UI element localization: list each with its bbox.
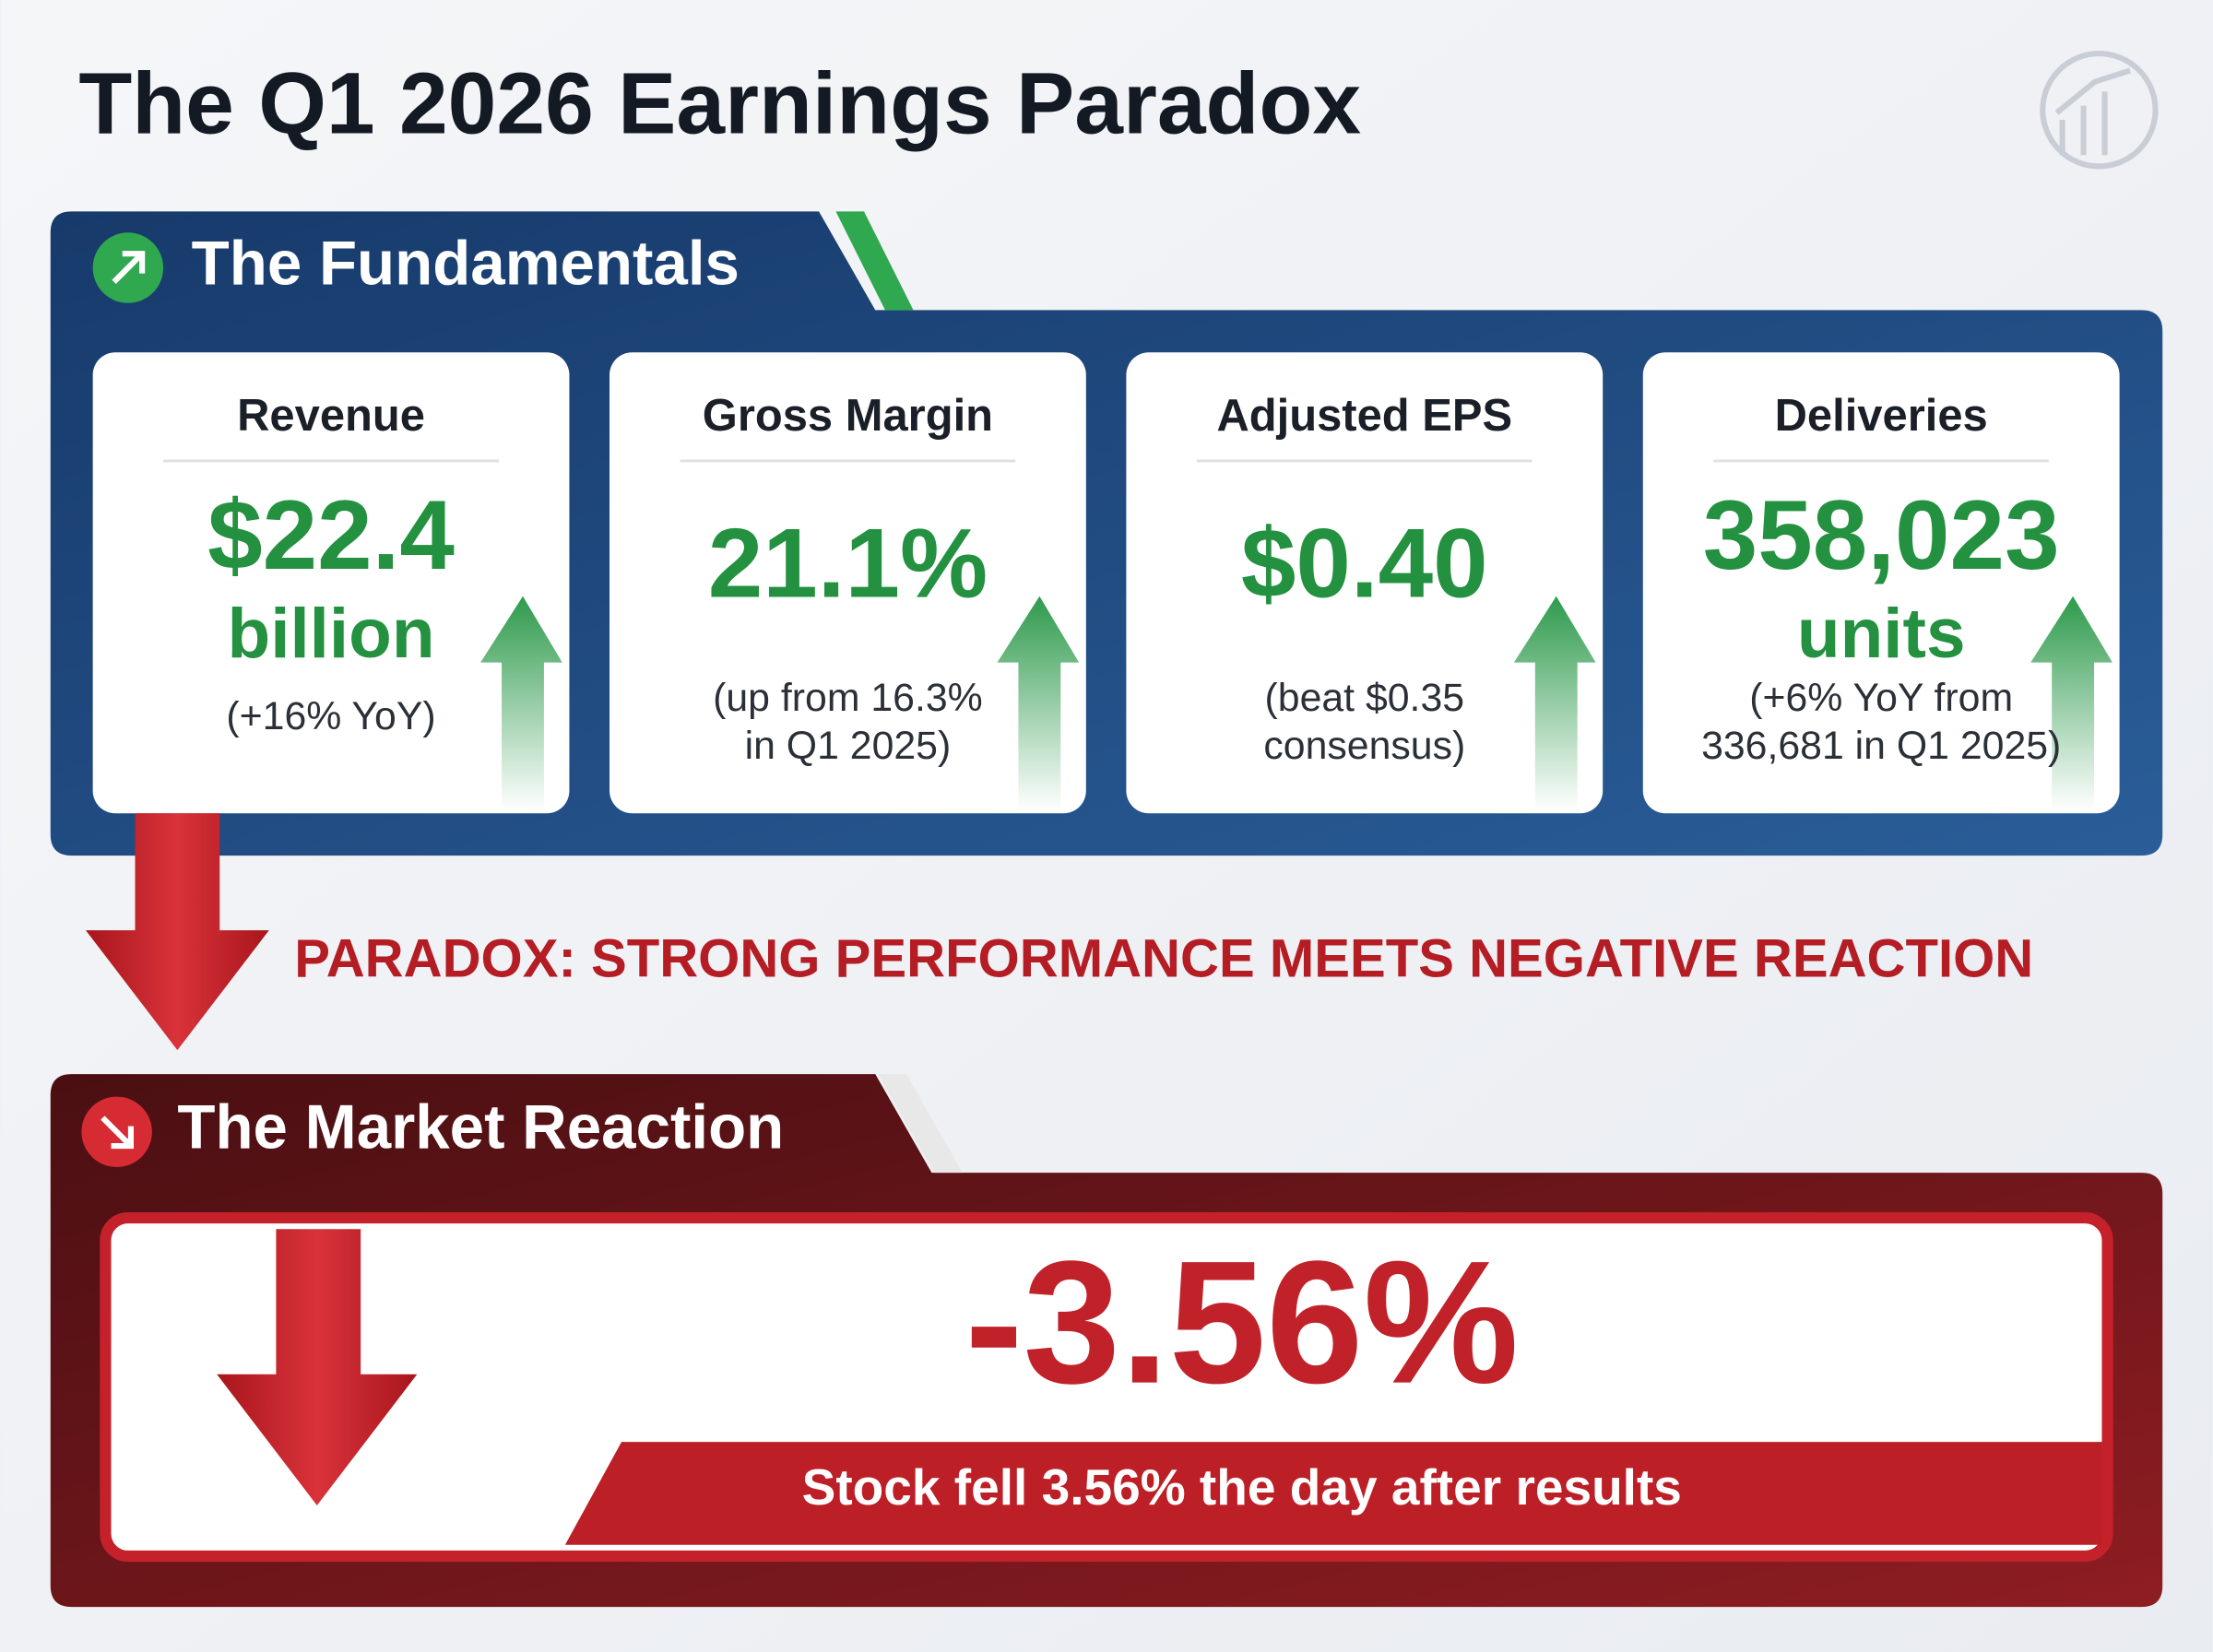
- reaction-value: -3.56%: [964, 1225, 1519, 1421]
- card-note: consensus): [1263, 724, 1465, 768]
- card-value: billion: [228, 595, 435, 673]
- accent-stripe: [835, 211, 914, 311]
- card-value: $0.40: [1241, 508, 1488, 619]
- note-band: [564, 1442, 2102, 1545]
- card-note: in Q1 2025): [745, 724, 952, 768]
- section-heading: The Market Reaction: [177, 1093, 784, 1162]
- logo: [2040, 51, 2159, 170]
- up-arrow: [2030, 596, 2112, 811]
- card-note: (beat $0.35: [1265, 676, 1465, 720]
- card-value: 21.1%: [708, 508, 988, 619]
- card-value: units: [1797, 595, 1966, 673]
- card: [1642, 352, 2120, 814]
- section-heading: The Fundamentals: [192, 229, 740, 298]
- card-value: 358,023: [1703, 479, 2060, 590]
- card-note: (up from 16.3%: [713, 676, 983, 720]
- card-note: 336,681 in Q1 2025): [1701, 724, 2061, 768]
- card-label: Deliveries: [1775, 391, 1988, 441]
- down-arrow: [85, 813, 269, 1051]
- up-icon-arrow: [112, 251, 146, 284]
- paradox-text: PARADOX: STRONG PERFORMANCE MEETS NEGATI…: [294, 929, 2033, 989]
- card-note: (+6% YoY from: [1749, 676, 2013, 720]
- card-note: (+16% YoY): [226, 694, 435, 738]
- up-arrow: [1513, 596, 1596, 811]
- card: [609, 352, 1086, 814]
- fundamentals-panel: [50, 211, 2163, 856]
- title: The Q1 2026 Earnings Paradox: [78, 54, 1361, 152]
- card-label: Adjusted EPS: [1216, 391, 1512, 441]
- up-arrow: [997, 596, 1080, 811]
- card-label: Revenue: [237, 391, 425, 441]
- accent-stripe: [878, 1074, 964, 1174]
- reaction-note: Stock fell 3.56% the day after results: [802, 1458, 1682, 1516]
- down-icon-arrow: [101, 1115, 134, 1150]
- card: [1126, 352, 1604, 814]
- card: [92, 352, 570, 814]
- card-label: Gross Margin: [703, 391, 993, 441]
- card-value: $22.4: [207, 479, 455, 590]
- big-down-arrow: [217, 1229, 418, 1505]
- up-arrow: [480, 596, 562, 811]
